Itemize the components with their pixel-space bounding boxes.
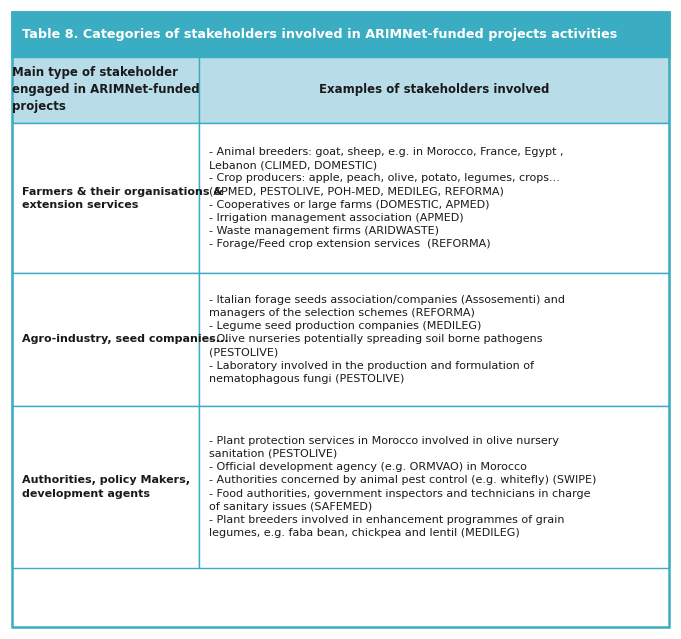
Bar bbox=[200, 406, 669, 568]
Text: Main type of stakeholder
engaged in ARIMNet-funded
projects: Main type of stakeholder engaged in ARIM… bbox=[12, 66, 200, 113]
Text: - Plant protection services in Morocco involved in olive nursery
sanitation (PES: - Plant protection services in Morocco i… bbox=[209, 436, 597, 538]
Text: - Italian forage seeds association/companies (Assosementi) and
managers of the s: - Italian forage seeds association/compa… bbox=[209, 295, 565, 384]
Bar bbox=[12, 123, 200, 273]
Text: Examples of stakeholders involved: Examples of stakeholders involved bbox=[319, 83, 550, 96]
Bar bbox=[12, 406, 200, 568]
Text: Authorities, policy Makers,
development agents: Authorities, policy Makers, development … bbox=[22, 475, 190, 498]
Text: Farmers & their organisations &
extension services: Farmers & their organisations & extensio… bbox=[22, 187, 223, 210]
Bar bbox=[200, 123, 669, 273]
Text: Table 8. Categories of stakeholders involved in ARIMNet-funded projects activiti: Table 8. Categories of stakeholders invo… bbox=[22, 28, 618, 41]
Text: Agro-industry, seed companies...: Agro-industry, seed companies... bbox=[22, 334, 229, 344]
Bar bbox=[200, 56, 669, 123]
Bar bbox=[12, 56, 200, 123]
Bar bbox=[12, 273, 200, 406]
Bar bbox=[200, 273, 669, 406]
Bar bbox=[12, 12, 669, 56]
Text: - Animal breeders: goat, sheep, e.g. in Morocco, France, Egypt ,
Lebanon (CLIMED: - Animal breeders: goat, sheep, e.g. in … bbox=[209, 147, 564, 249]
